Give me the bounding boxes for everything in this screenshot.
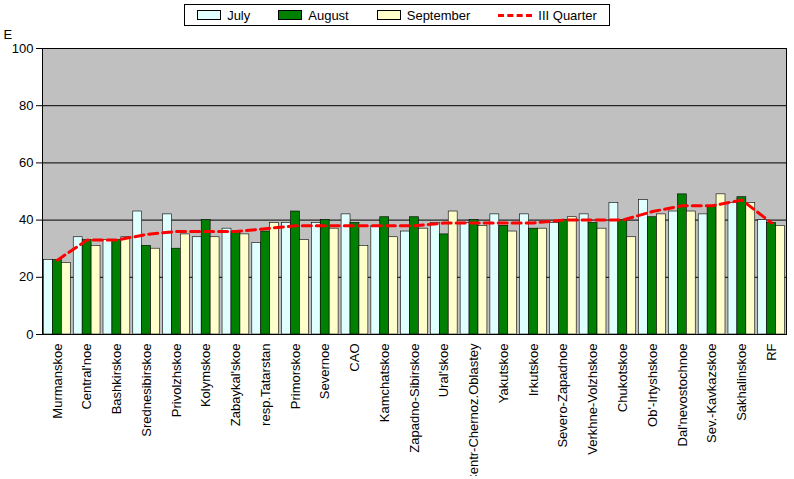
svg-text:Kolymskoe: Kolymskoe (198, 344, 213, 408)
svg-text:Chukotskoe: Chukotskoe (615, 344, 630, 413)
svg-text:Sev.-Kavkazskoe: Sev.-Kavkazskoe (704, 344, 719, 443)
svg-text:resp.Tatarstan: resp.Tatarstan (258, 344, 273, 426)
svg-text:Severo-Zapadnoe: Severo-Zapadnoe (555, 344, 570, 448)
svg-text:80: 80 (19, 98, 33, 113)
svg-text:Sakhalinskoe: Sakhalinskoe (734, 344, 749, 421)
svg-text:CAO: CAO (347, 344, 362, 372)
svg-text:Murmanskoe: Murmanskoe (50, 344, 65, 419)
svg-text:Zapadno-Sibirskoe: Zapadno-Sibirskoe (407, 344, 422, 453)
svg-text:0: 0 (26, 327, 33, 342)
svg-text:40: 40 (19, 212, 33, 227)
svg-text:Yakutskoe: Yakutskoe (496, 344, 511, 404)
svg-text:Ural'skoe: Ural'skoe (436, 344, 451, 398)
svg-text:Dal'nevostochnoe: Dal'nevostochnoe (675, 344, 690, 447)
svg-text:Primorskoe: Primorskoe (288, 344, 303, 410)
svg-text:Bashkirskoe: Bashkirskoe (109, 344, 124, 415)
svg-text:Central'noe: Central'noe (79, 344, 94, 410)
html-text:September: September (406, 7, 471, 23)
svg-text:20: 20 (19, 269, 33, 284)
svg-text:Centr-Chernoz.Oblastey: Centr-Chernoz.Oblastey (466, 343, 481, 476)
svg-text:RF: RF (764, 343, 779, 360)
svg-text:Irkutskoe: Irkutskoe (526, 344, 541, 397)
svg-text:Srednesibirskoe: Srednesibirskoe (139, 344, 154, 437)
svg-text:Ob'-Irtyshskoe: Ob'-Irtyshskoe (645, 344, 660, 427)
svg-text:Privolzhskoe: Privolzhskoe (169, 344, 184, 418)
svg-text:E: E (4, 27, 13, 42)
svg-text:Kamchatskoe: Kamchatskoe (377, 344, 392, 423)
html-text:August: August (308, 7, 349, 23)
html-text:III Quarter: III Quarter (538, 7, 597, 23)
svg-text:Verkhne-Volzhskoe: Verkhne-Volzhskoe (585, 344, 600, 455)
svg-text:60: 60 (19, 155, 33, 170)
html-text:July: July (227, 7, 251, 23)
svg-text:100: 100 (12, 41, 34, 56)
svg-text:Severnoe: Severnoe (317, 344, 332, 400)
svg-text:Zabaykal'skoe: Zabaykal'skoe (228, 344, 243, 427)
